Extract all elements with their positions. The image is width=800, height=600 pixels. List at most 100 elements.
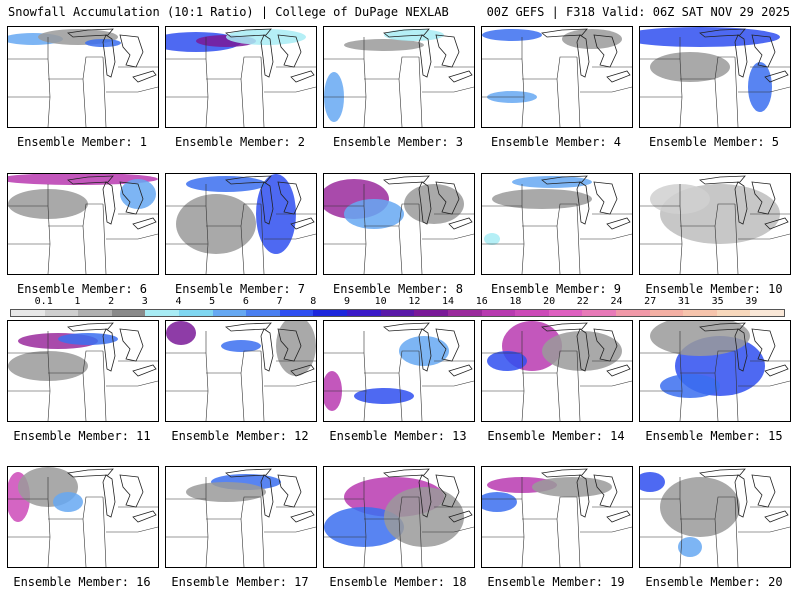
- regional-map: [166, 468, 316, 567]
- ensemble-member-caption: Ensemble Member: 2: [174, 135, 306, 149]
- lake-superior: [541, 175, 588, 185]
- regional-map: [482, 28, 632, 127]
- snowfall-area: [176, 194, 256, 254]
- state-borders: [324, 331, 474, 421]
- ensemble-member-caption: Ensemble Member: 12: [171, 429, 309, 443]
- ensemble-member-caption: Ensemble Member: 20: [645, 575, 783, 589]
- lake-erie: [764, 217, 789, 230]
- snowfall-area: [650, 52, 730, 82]
- colorbar-label: 39: [745, 296, 758, 307]
- lake-michigan: [576, 181, 590, 225]
- lake-huron: [751, 474, 776, 508]
- lake-michigan: [734, 181, 748, 225]
- lake-huron: [119, 34, 144, 68]
- ensemble-member-caption: Ensemble Member: 18: [329, 575, 467, 589]
- state-borders: [8, 37, 158, 127]
- colorbar-swatch: [11, 310, 45, 316]
- ensemble-map-panel: [165, 173, 317, 275]
- colorbar-label: 5: [209, 296, 216, 307]
- lake-superior: [67, 468, 114, 478]
- lake-huron: [277, 474, 302, 508]
- lake-erie: [606, 70, 631, 83]
- ensemble-member-caption: Ensemble Member: 14: [487, 429, 625, 443]
- colorbar-swatch: [279, 310, 314, 316]
- lake-superior: [67, 28, 114, 38]
- snowfall-area: [354, 388, 414, 404]
- colorbar-swatch: [582, 310, 616, 316]
- ensemble-map-panel: [639, 320, 791, 422]
- colorbar-swatch: [179, 310, 213, 316]
- colorbar-label: 0.1: [34, 296, 53, 307]
- snowfall-area: [484, 233, 500, 245]
- lake-michigan: [418, 181, 432, 225]
- colorbar-swatch: [313, 310, 348, 316]
- snowfall-area: [120, 179, 156, 209]
- lake-superior: [541, 322, 588, 332]
- colorbar-swatch: [246, 310, 280, 316]
- ensemble-map-panel: [639, 466, 791, 568]
- lake-huron: [751, 328, 776, 362]
- lake-erie: [764, 510, 789, 523]
- snowfall-area: [748, 62, 772, 112]
- lake-erie: [606, 510, 631, 523]
- lake-erie: [764, 364, 789, 377]
- lake-huron: [593, 181, 618, 215]
- ensemble-member-caption: Ensemble Member: 4: [490, 135, 622, 149]
- ensemble-map-panel: [323, 26, 475, 128]
- colorbar-swatch: [78, 310, 112, 316]
- colorbar-label: 8: [310, 296, 317, 307]
- lake-superior: [67, 322, 114, 332]
- state-borders: [166, 184, 316, 274]
- colorbar-label: 2: [108, 296, 115, 307]
- colorbar-swatch: [548, 310, 583, 316]
- state-borders: [640, 477, 790, 567]
- lake-erie: [606, 364, 631, 377]
- lake-superior: [225, 175, 272, 185]
- lake-huron: [593, 34, 618, 68]
- colorbar-label: 16: [475, 296, 488, 307]
- lake-huron: [119, 474, 144, 508]
- colorbar-label: 24: [610, 296, 623, 307]
- lake-michigan: [576, 328, 590, 372]
- state-borders: [324, 184, 474, 274]
- lake-erie: [448, 217, 473, 230]
- ensemble-map-panel: [165, 26, 317, 128]
- lake-huron: [751, 34, 776, 68]
- lake-superior: [541, 28, 588, 38]
- regional-map: [640, 175, 790, 274]
- ensemble-member-caption: Ensemble Member: 9: [490, 282, 622, 296]
- colorbar-swatch: [515, 310, 549, 316]
- state-borders: [482, 37, 632, 127]
- state-borders: [640, 331, 790, 421]
- lake-michigan: [102, 474, 116, 518]
- snowfall-area: [482, 29, 542, 41]
- snowfall-area: [384, 487, 464, 547]
- state-borders: [640, 37, 790, 127]
- colorbar-swatch: [380, 310, 415, 316]
- lake-superior: [699, 175, 746, 185]
- lake-huron: [277, 328, 302, 362]
- ensemble-map-panel: [7, 173, 159, 275]
- state-borders: [482, 477, 632, 567]
- lake-michigan: [102, 34, 116, 78]
- colorbar-swatch: [615, 310, 650, 316]
- regional-map: [8, 28, 158, 127]
- snowfall-area: [8, 351, 88, 381]
- snowfall-colorbar: [10, 309, 785, 317]
- ensemble-map-panel: [7, 466, 159, 568]
- state-borders: [482, 331, 632, 421]
- snowfall-area: [53, 492, 83, 512]
- lake-erie: [290, 510, 315, 523]
- colorbar-swatch: [44, 310, 79, 316]
- colorbar-label: 7: [276, 296, 283, 307]
- snowfall-area: [186, 176, 266, 192]
- lake-erie: [290, 70, 315, 83]
- lake-huron: [435, 474, 460, 508]
- ensemble-map-panel: [7, 26, 159, 128]
- lake-superior: [383, 28, 430, 38]
- colorbar-swatch: [347, 310, 381, 316]
- snowfall-area: [640, 472, 665, 492]
- map-title: Snowfall Accumulation (10:1 Ratio) | Col…: [8, 5, 449, 19]
- lake-erie: [132, 70, 157, 83]
- lake-michigan: [418, 328, 432, 372]
